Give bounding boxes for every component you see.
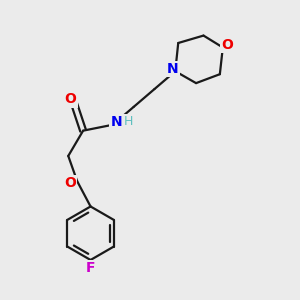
Text: N: N bbox=[111, 115, 122, 129]
Text: O: O bbox=[64, 176, 76, 190]
Text: O: O bbox=[221, 38, 233, 52]
Text: N: N bbox=[167, 62, 179, 76]
Text: H: H bbox=[124, 115, 133, 128]
Text: O: O bbox=[65, 92, 76, 106]
Text: F: F bbox=[86, 261, 95, 275]
